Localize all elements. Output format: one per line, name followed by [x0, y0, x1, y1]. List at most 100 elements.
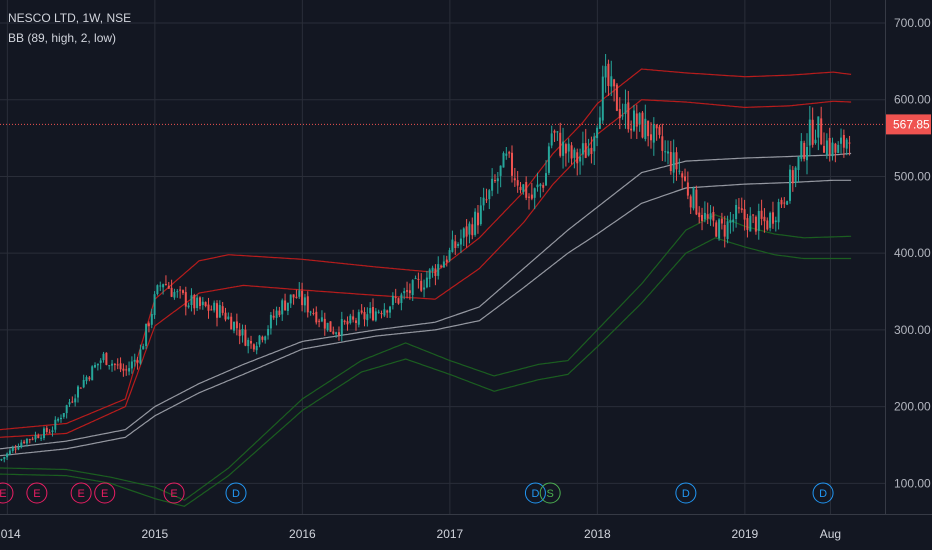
- candle-body: [587, 148, 590, 156]
- candle-body: [213, 302, 216, 311]
- candle-body: [397, 298, 400, 304]
- candle-body: [119, 363, 122, 370]
- time-axis[interactable]: 2014 2015 2016 2017 2018 2019 Aug: [0, 514, 932, 550]
- candle-body: [757, 211, 760, 231]
- band-line-basis_inner: [0, 179, 852, 457]
- candle-body: [808, 119, 811, 146]
- time-tick-label: 2018: [584, 527, 611, 541]
- event-marker-split[interactable]: S: [539, 482, 561, 504]
- candle-body: [590, 147, 593, 154]
- candle-body: [559, 132, 562, 156]
- event-marker-earnings[interactable]: E: [0, 482, 14, 504]
- candle-body: [20, 442, 23, 448]
- candle-body: [51, 430, 54, 432]
- price-tick-label: 600.00: [894, 93, 931, 107]
- candle-body: [723, 225, 726, 237]
- candle-body: [221, 306, 224, 313]
- candle-body: [133, 359, 136, 362]
- candle-body: [567, 143, 570, 152]
- candle-body: [360, 310, 363, 313]
- candle-body: [661, 136, 664, 151]
- event-label: D: [531, 488, 539, 500]
- event-marker-earnings[interactable]: E: [94, 482, 116, 504]
- candle-body: [698, 212, 701, 218]
- candle-body: [837, 144, 840, 153]
- candle-body: [292, 294, 295, 298]
- candle-body: [797, 156, 800, 170]
- candle-body: [96, 363, 99, 366]
- candle-body: [763, 216, 766, 222]
- candle-body: [502, 153, 505, 168]
- candle-body: [130, 361, 133, 369]
- event-marker-dividend[interactable]: D: [675, 482, 697, 504]
- candle-body: [445, 259, 448, 263]
- candle-body: [68, 402, 71, 405]
- price-tick-label: 700.00: [894, 16, 931, 30]
- event-circle: [0, 482, 14, 504]
- candle-body: [309, 311, 312, 313]
- event-label: D: [819, 488, 827, 500]
- candle-body: [539, 184, 542, 187]
- candle-body: [25, 438, 28, 444]
- candle-body: [406, 290, 408, 292]
- candle-body: [14, 448, 17, 450]
- last-price-badge: [886, 114, 931, 135]
- candle-body: [267, 329, 270, 336]
- candle-body: [803, 142, 806, 159]
- candle-body: [372, 307, 374, 321]
- symbol-title[interactable]: NESCO LTD, 1W, NSE: [8, 11, 132, 25]
- candle-body: [695, 189, 698, 215]
- candle-body: [737, 207, 740, 209]
- candle-body: [349, 315, 352, 323]
- price-axis[interactable]: 100.00 200.00 300.00 400.00 500.00 600.00 700.…: [885, 0, 932, 550]
- event-marker-dividend[interactable]: D: [524, 482, 546, 504]
- candle-body: [706, 214, 709, 219]
- candle-body: [684, 176, 686, 181]
- candle-body: [613, 79, 616, 87]
- candle-body: [667, 151, 669, 154]
- candle-body: [196, 297, 199, 308]
- candle-body: [811, 119, 814, 145]
- candle-body: [116, 364, 119, 366]
- candle-body: [769, 212, 772, 228]
- candle-body: [823, 145, 825, 153]
- band-line-basis_outer: [0, 152, 852, 450]
- event-marker-earnings[interactable]: E: [70, 482, 92, 504]
- candle-body: [179, 289, 182, 291]
- candle-body: [442, 261, 445, 268]
- candle-body: [343, 320, 346, 323]
- candle-body: [153, 294, 156, 316]
- event-marker-dividend[interactable]: D: [225, 482, 247, 504]
- event-label: D: [682, 488, 690, 500]
- candle-body: [31, 438, 34, 440]
- event-marker-earnings[interactable]: E: [163, 482, 185, 504]
- candle-body: [238, 329, 241, 337]
- event-label: S: [547, 488, 554, 500]
- event-marker-earnings[interactable]: E: [26, 482, 48, 504]
- candle-body: [210, 309, 213, 311]
- candle-body: [250, 341, 252, 344]
- candle-body: [692, 188, 695, 209]
- candle-body: [230, 316, 233, 330]
- candle-body: [615, 84, 618, 111]
- event-circle: [812, 482, 834, 504]
- candle-body: [74, 398, 77, 403]
- indicator-title[interactable]: BB (89, high, 2, low): [8, 31, 117, 45]
- candle-body: [550, 133, 553, 146]
- candle-body: [621, 115, 624, 117]
- candle-body: [363, 312, 366, 320]
- candle-body: [641, 112, 644, 138]
- candle-body: [584, 143, 587, 158]
- candle-body: [312, 313, 315, 314]
- candle-body: [664, 151, 667, 153]
- candle-body: [122, 368, 125, 371]
- event-circle: [539, 482, 561, 504]
- candle-body: [272, 315, 275, 318]
- price-axis-bg: [885, 0, 932, 550]
- candle-body: [8, 450, 11, 455]
- event-marker-dividend[interactable]: D: [812, 482, 834, 504]
- event-circle: [225, 482, 247, 504]
- candle-body: [672, 152, 675, 173]
